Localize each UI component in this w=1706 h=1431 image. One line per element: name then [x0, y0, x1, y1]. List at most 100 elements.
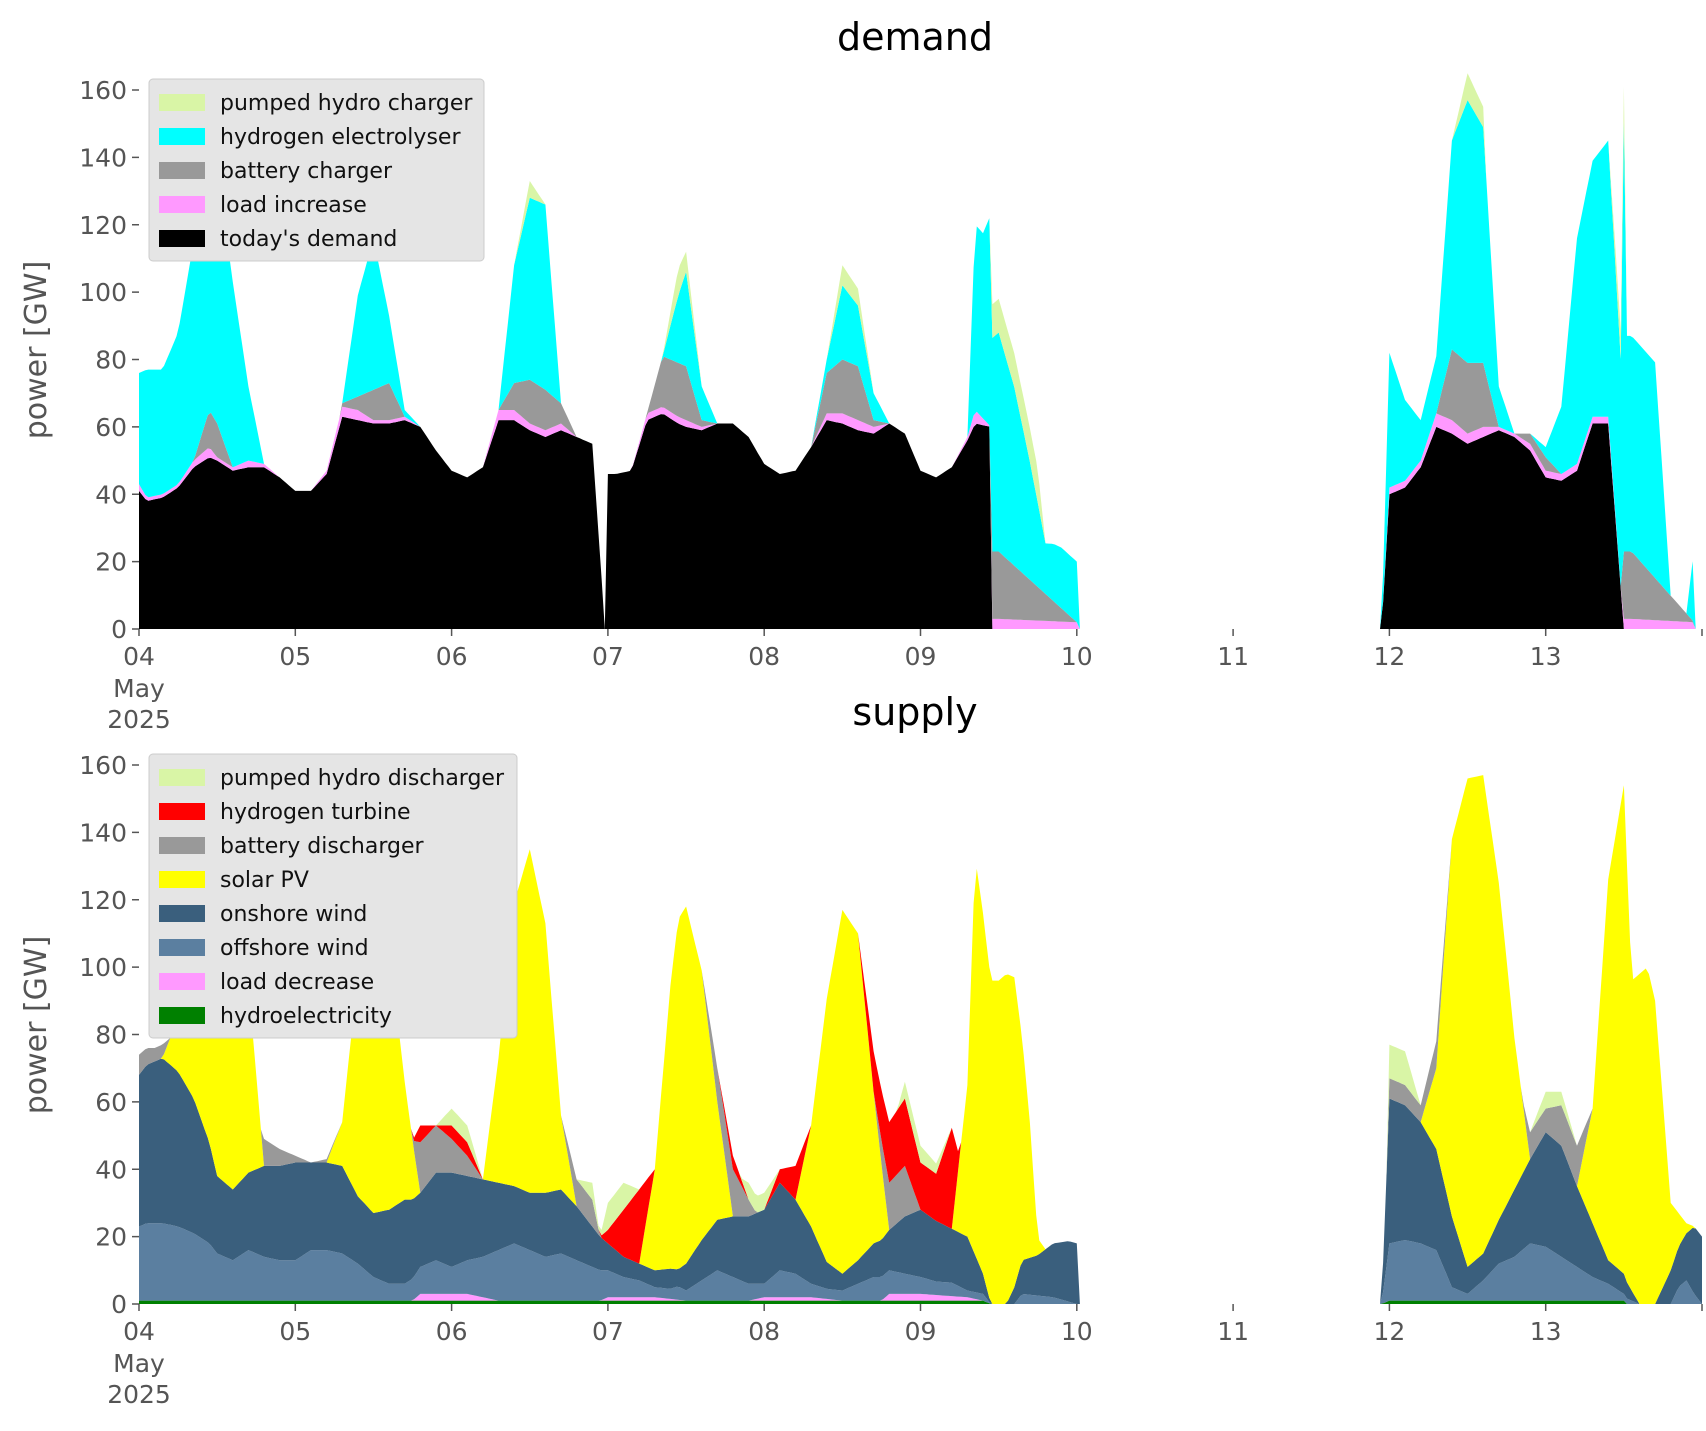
y-tick-label: 0 [111, 615, 127, 644]
area-offshore-wind-0 [139, 1223, 993, 1304]
legend-box [148, 78, 485, 262]
area-solar-pv-2 [482, 849, 577, 1207]
legend-label-today-s-demand: today's demand [220, 227, 397, 252]
area-solar-pv-4 [795, 909, 890, 1274]
area-hydrogen-electrolyser-0 [139, 167, 264, 498]
y-tick-label: 40 [95, 1155, 127, 1184]
y-tick-label: 100 [79, 953, 127, 982]
area-load-increase-4 [811, 413, 890, 448]
x-tick-sublabel: May [113, 674, 165, 703]
legend-label-onshore-wind: onshore wind [220, 902, 367, 927]
area-pumped-hydro-discharger-2 [739, 1169, 780, 1213]
demand-y-axis-label: power [GW] [19, 261, 54, 440]
area-pumped-hydro-discharger-1 [576, 1179, 640, 1236]
x-tick-label: 11 [1217, 1317, 1249, 1346]
area-pumped-hydro-charger-3 [989, 218, 1046, 544]
legend-label-hydrogen-turbine: hydrogen turbine [220, 800, 411, 825]
legend-label-battery-discharger: battery discharger [220, 834, 425, 859]
area-battery-discharger-5 [701, 970, 758, 1217]
y-tick-label: 120 [79, 886, 127, 915]
legend-swatch-hydroelectricity [159, 1007, 205, 1024]
area-pumped-hydro-discharger-0 [436, 1108, 483, 1180]
area-solar-pv-6 [1420, 775, 1531, 1267]
area-onshore-wind-0 [139, 1058, 993, 1304]
area-battery-charger-7 [1514, 433, 1562, 474]
area-battery-charger-0 [192, 412, 233, 468]
demand-area-stack [139, 73, 1696, 630]
area-hydrogen-electrolyser-8 [1686, 561, 1696, 629]
area-battery-charger-2 [498, 379, 577, 437]
x-tick-label: 04 [123, 1317, 155, 1346]
legend-swatch-hydrogen-turbine [159, 803, 205, 820]
area-battery-discharger-8 [1520, 1086, 1593, 1187]
area-hydrogen-electrolyser-7 [1530, 120, 1671, 596]
area-load-increase-0 [139, 448, 280, 501]
area-hydroelectricity-0 [139, 1300, 993, 1304]
legend-swatch-onshore-wind [159, 905, 205, 922]
x-tick-label: 05 [279, 1317, 311, 1346]
y-tick-label: 60 [95, 413, 127, 442]
area-hydrogen-electrolyser-3 [661, 271, 718, 424]
area-load-decrease-2 [748, 1297, 843, 1301]
y-tick-label: 80 [95, 346, 127, 375]
x-tick-label: 10 [1061, 642, 1093, 671]
area-battery-charger-4 [811, 359, 890, 448]
area-hydrogen-turbine-0 [411, 1125, 436, 1143]
supply-panel: supply power [GW] 0204060801001201401600… [19, 690, 1703, 1409]
x-tick-label: 05 [279, 642, 311, 671]
legend-label-battery-charger: battery charger [220, 159, 393, 184]
legend-box [148, 753, 518, 1039]
legend-label-hydrogen-electrolyser: hydrogen electrolyser [220, 125, 461, 150]
area-battery-discharger-0 [139, 1037, 171, 1075]
area-load-increase-1 [310, 406, 421, 491]
area-hydrogen-turbine-4 [764, 1125, 812, 1210]
x-tick-label: 12 [1373, 642, 1405, 671]
x-tick-sublabel: May [113, 1349, 165, 1378]
x-tick-label: 13 [1530, 1317, 1562, 1346]
legend-label-load-decrease: load decrease [220, 970, 374, 995]
legend-label-pumped-hydro-charger: pumped hydro charger [220, 91, 473, 116]
area-load-decrease-3 [879, 1293, 983, 1301]
area-pumped-hydro-discharger-3 [895, 1081, 952, 1174]
area-solar-pv-5 [951, 868, 1046, 1304]
area-today-s-demand-2 [1380, 423, 1624, 629]
x-tick-label: 06 [436, 1317, 468, 1346]
y-tick-label: 80 [95, 1021, 127, 1050]
x-tick-label: 07 [592, 642, 624, 671]
area-hydrogen-electrolyser-4 [811, 285, 890, 448]
x-tick-label: 04 [123, 642, 155, 671]
area-onshore-wind-3 [1655, 1227, 1702, 1304]
area-battery-discharger-6 [873, 1091, 921, 1230]
area-pumped-hydro-charger-4 [1451, 73, 1487, 179]
supply-y-axis-label: power [GW] [19, 936, 54, 1115]
y-tick-label: 0 [111, 1290, 127, 1319]
area-battery-charger-3 [645, 356, 718, 427]
y-tick-label: 120 [79, 211, 127, 240]
x-tick-label: 07 [592, 1317, 624, 1346]
legend-swatch-battery-discharger [159, 837, 205, 854]
area-load-decrease-1 [598, 1297, 687, 1301]
y-tick-label: 40 [95, 480, 127, 509]
x-tick-label: 08 [748, 642, 780, 671]
area-battery-charger-5 [989, 425, 1077, 623]
y-tick-label: 160 [79, 76, 127, 105]
area-solar-pv-7 [1577, 785, 1696, 1304]
area-hydrogen-electrolyser-1 [342, 238, 421, 427]
area-pumped-hydro-charger-1 [661, 251, 702, 387]
area-hydrogen-electrolyser-2 [498, 197, 561, 410]
area-battery-discharger-3 [411, 1125, 483, 1193]
x-tick-label: 06 [436, 642, 468, 671]
demand-title: demand [837, 15, 993, 59]
area-battery-charger-8 [1620, 551, 1696, 629]
supply-area-stack [139, 775, 1702, 1304]
area-battery-discharger-7 [1386, 839, 1452, 1181]
x-tick-label: 13 [1530, 642, 1562, 671]
legend-swatch-solar-pv [159, 871, 205, 888]
area-hydrogen-turbine-5 [858, 933, 962, 1229]
legend-label-hydroelectricity: hydroelectricity [220, 1004, 392, 1029]
demand-legend: pumped hydro charger hydrogen electrolyse… [148, 78, 485, 262]
legend-label-offshore-wind: offshore wind [220, 936, 369, 961]
x-tick-label: 08 [748, 1317, 780, 1346]
y-tick-label: 20 [95, 1223, 127, 1252]
